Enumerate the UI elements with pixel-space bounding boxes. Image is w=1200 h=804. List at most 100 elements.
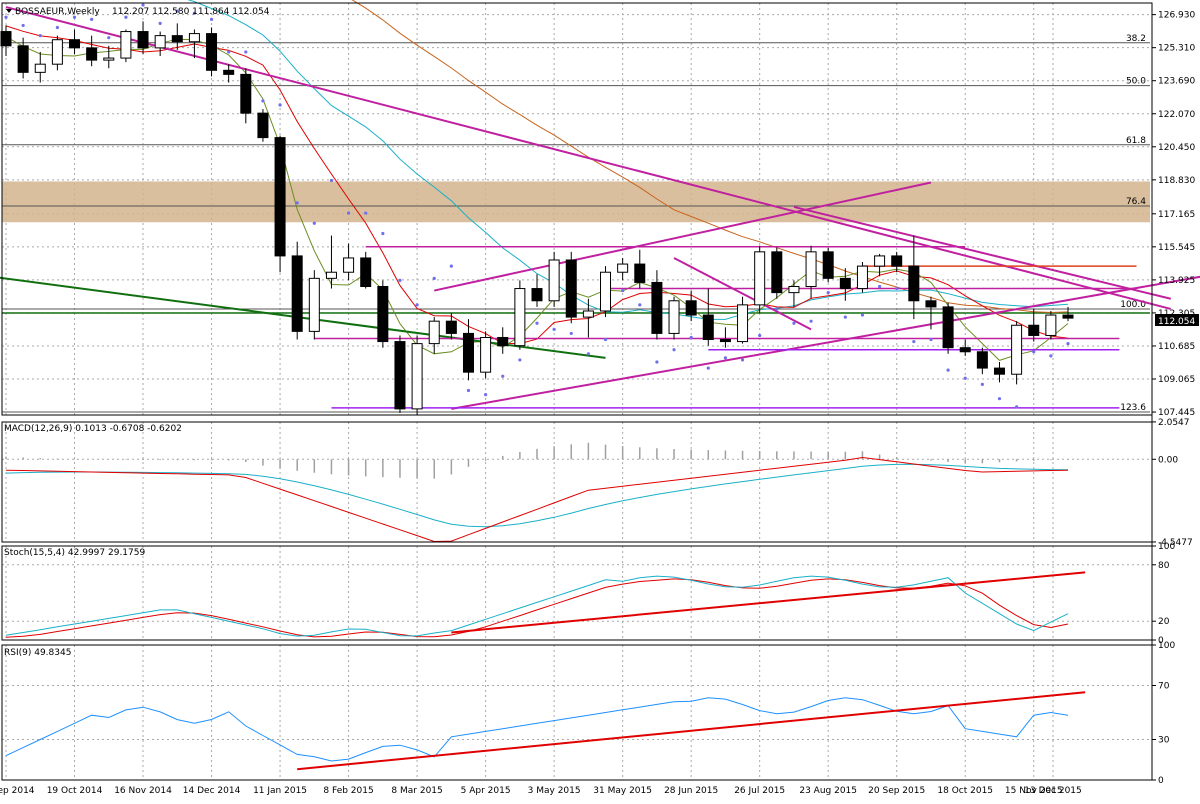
candle-down (86, 47, 98, 61)
candle-down (942, 306, 954, 349)
current-price-badge (1155, 314, 1199, 326)
candle-down (839, 277, 851, 290)
psar-dot (980, 382, 984, 387)
psar-dot (398, 278, 402, 282)
rsi-tick-label: 70 (1158, 682, 1170, 692)
trendline-channel-top (434, 181, 932, 292)
candle-down (223, 69, 235, 75)
psar-dot (72, 15, 77, 19)
candle-down (445, 320, 457, 334)
psar-dot (1015, 405, 1019, 409)
fib-level-label: 123.6 (1120, 403, 1146, 413)
price-tick-label: 120.450 (1158, 143, 1195, 153)
psar-dot (38, 34, 42, 38)
psar-dot (90, 17, 94, 21)
candle-down (1062, 314, 1074, 319)
candle-down (0, 31, 12, 47)
psar-dot (295, 201, 299, 205)
fib-level-label: 61.8 (1126, 136, 1146, 146)
psar-dot (141, 3, 145, 7)
candle-up (548, 259, 560, 302)
candle-down (274, 137, 286, 257)
price-tick-label: 112.305 (1158, 309, 1195, 319)
date-tick-label: 14 Dec 2014 (183, 786, 241, 796)
rsi-panel (5, 691, 1086, 771)
psar-dot (1049, 354, 1053, 358)
price-tick-label: 123.690 (1158, 77, 1195, 87)
psar-dot (621, 288, 625, 293)
dropdown-arrow-icon[interactable] (6, 9, 12, 13)
price-tick-label: 126.930 (1158, 11, 1195, 21)
date-tick-label: 8 Mar 2015 (391, 786, 442, 796)
date-tick-label: 21 Sep 2014 (0, 786, 35, 796)
candle-down (908, 265, 920, 302)
psar-dot (209, 17, 214, 21)
price-tick-label: 107.445 (1158, 408, 1195, 418)
candle-down (1028, 324, 1040, 336)
macd-tick-label: -4.5477 (1158, 538, 1193, 548)
candle-up (308, 277, 320, 332)
candle-down (137, 31, 149, 49)
stoch-tick-label: 100 (1158, 542, 1175, 552)
psar-dot (809, 319, 813, 323)
psar-dot (638, 303, 642, 307)
candle-down (685, 300, 697, 316)
candle-down (17, 45, 29, 73)
fib-level-label: 38.2 (1126, 34, 1146, 44)
macd-line (5, 456, 1069, 543)
candle-up (737, 304, 749, 343)
sma-short-line (5, 36, 1069, 361)
rsi-tick-label: 100 (1158, 641, 1175, 651)
candle-up (600, 271, 612, 312)
psar-dot (158, 21, 162, 25)
candle-up (754, 251, 766, 306)
psar-dot (586, 352, 590, 356)
candle-up (154, 35, 166, 49)
date-tick-label: 8 Feb 2015 (323, 786, 373, 796)
candle-up (1011, 324, 1023, 375)
price-tick-label: 113.925 (1158, 276, 1195, 286)
psar-dot (655, 360, 659, 364)
psar-dot (261, 99, 265, 103)
candle-down (360, 257, 372, 288)
candle-up (514, 288, 526, 347)
candle-up (428, 320, 440, 345)
macd-signal-line (5, 463, 1069, 528)
candle-down (257, 112, 269, 139)
psar-dot (107, 36, 111, 40)
macd-header: MACD(12,26,9) 0.1013 -0.6708 -0.6202 (4, 424, 182, 434)
candle-down (565, 259, 577, 318)
rsi-line (5, 697, 1069, 762)
psar-dot (244, 50, 248, 54)
date-tick-label: 19 Oct 2014 (47, 786, 103, 796)
date-tick-label: 11 Jan 2015 (253, 786, 307, 796)
stoch-tick-label: 0 (1158, 636, 1164, 646)
trendline-upper-down (793, 205, 1172, 300)
stoch-main-line (5, 575, 1069, 637)
candle-up (805, 251, 817, 288)
candle-up (1045, 314, 1057, 336)
psar-dot (192, 11, 197, 15)
psar-dot (895, 286, 899, 291)
psar-dot (227, 50, 231, 54)
symbol-header: BOSSAEUR,Weekly (15, 7, 100, 17)
psar-dot (381, 231, 385, 236)
psar-dot (535, 321, 539, 325)
psar-dot (278, 103, 282, 107)
fib-level-label: 50.0 (1126, 77, 1146, 87)
candle-down (394, 341, 406, 410)
psar-dot (706, 366, 710, 370)
psar-dot (792, 321, 796, 325)
candle-up (480, 336, 492, 373)
psar-dot (124, 15, 128, 19)
psar-dot (1032, 350, 1036, 354)
price-tick-label: 109.065 (1158, 375, 1195, 385)
candle-up (325, 271, 337, 279)
trendline-long-down (5, 6, 1172, 310)
sma-long-line (187, 0, 1069, 320)
psar-dot (912, 339, 916, 344)
resistance-zone (2, 181, 1150, 223)
